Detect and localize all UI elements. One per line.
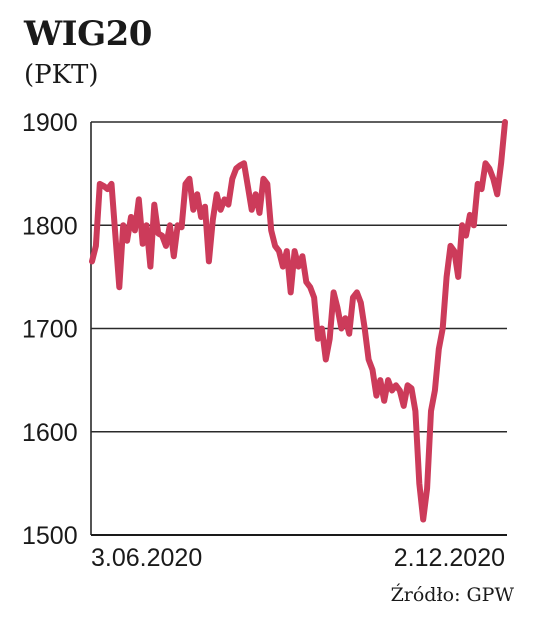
y-tick-label: 1500 xyxy=(22,522,78,550)
y-tick-label: 1700 xyxy=(22,316,78,344)
gridlines xyxy=(90,121,507,535)
chart-title: WIG20 xyxy=(24,14,152,54)
chart-unit-label: (PKT) xyxy=(24,60,99,90)
x-tick-label: 3.06.2020 xyxy=(91,544,202,572)
y-tick-label: 1900 xyxy=(22,109,78,137)
y-tick-label: 1800 xyxy=(22,212,78,240)
x-tick-label: 2.12.2020 xyxy=(394,544,505,572)
x-axis-ticks: 3.06.2020 2.12.2020 xyxy=(91,544,505,572)
source-note: Źródło: GPW xyxy=(390,584,514,606)
series-line-wig20 xyxy=(89,119,508,523)
y-tick-label: 1600 xyxy=(22,419,78,447)
y-axis-ticks: 1500 1600 1700 1800 1900 xyxy=(22,109,78,550)
